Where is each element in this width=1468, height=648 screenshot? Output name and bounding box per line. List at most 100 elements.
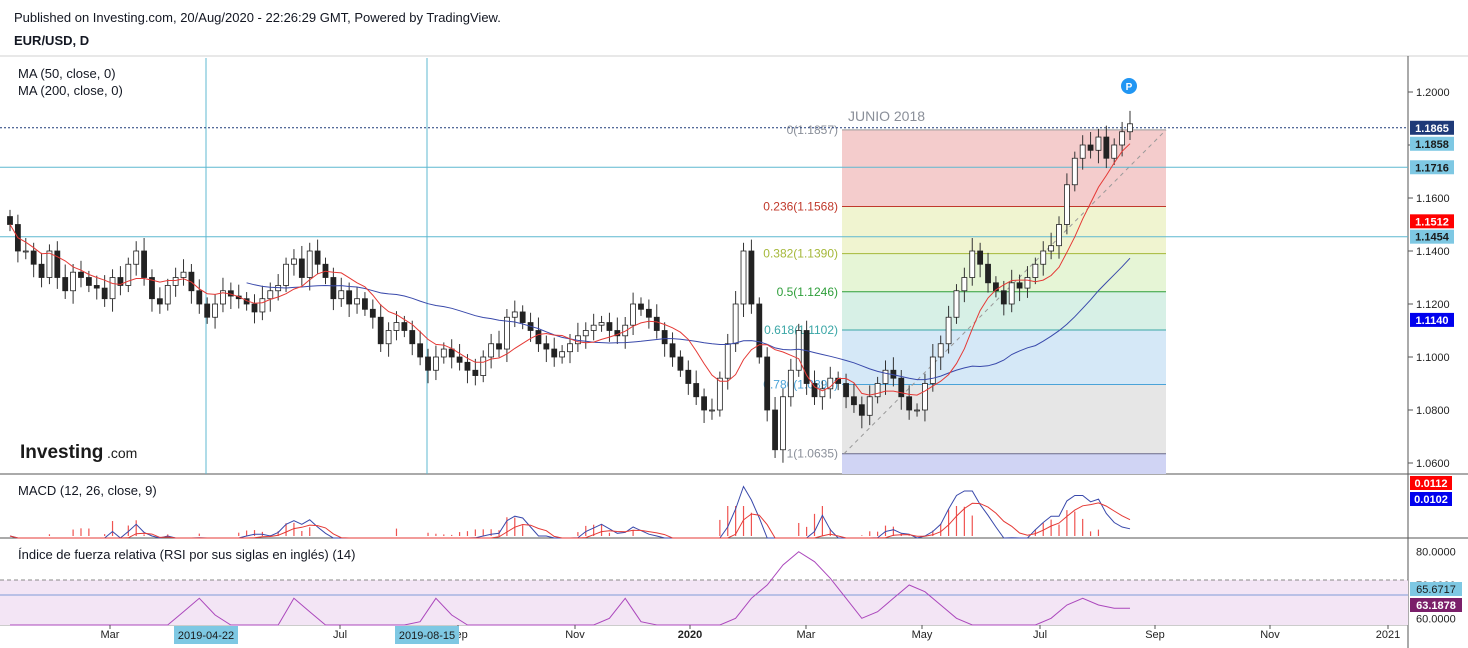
price-tick-label: 1.1600 — [1416, 193, 1450, 205]
candle-body — [906, 396, 913, 411]
fib-band-extension — [842, 453, 1166, 474]
ma50-legend[interactable]: MA (50, close, 0) — [18, 66, 116, 81]
signal-badge: 0.0112 — [1414, 478, 1447, 490]
candle-body — [46, 250, 53, 278]
time-tick-label: May — [912, 629, 933, 641]
candle-body — [62, 277, 69, 292]
candle-body — [914, 409, 920, 412]
candle-body — [858, 404, 865, 416]
candle-body — [93, 285, 100, 289]
candlestick-series — [7, 110, 1133, 463]
rsi-legend[interactable]: Índice de fuerza relativa (RSI por sus s… — [18, 547, 355, 562]
candle-body — [354, 298, 360, 305]
candle-body — [330, 277, 337, 300]
logo-name: Investing — [20, 442, 103, 463]
candle-body — [235, 295, 242, 300]
time-tick-label: Mar — [797, 629, 816, 641]
fibonacci-retracement[interactable]: 0(1.1857) 0.236(1.1568) 0.382(1.1390) 0.5(1… — [763, 123, 1167, 474]
time-tick-label: Nov — [1260, 629, 1280, 641]
candle-body — [314, 250, 321, 265]
time-tick-label: 2020 — [678, 629, 702, 641]
date-badge-1: 2019-04-22 — [178, 630, 234, 642]
candle-body — [590, 324, 597, 331]
candle-body — [1111, 144, 1118, 159]
candle-body — [756, 303, 763, 358]
signal-line — [9, 502, 1131, 539]
candle-body — [362, 298, 368, 310]
candle-body — [559, 351, 566, 358]
candle-body — [156, 298, 163, 305]
candle-body — [851, 396, 857, 406]
fib-level-label: 0.786(1.0896) — [763, 378, 838, 392]
price-badge-label: 1.1140 — [1415, 315, 1448, 327]
candle-body — [496, 343, 502, 350]
candle-body — [598, 322, 605, 326]
macd-legend[interactable]: MACD (12, 26, close, 9) — [18, 483, 157, 498]
horizontal-levels[interactable] — [0, 127, 1408, 238]
candle-body — [377, 316, 384, 345]
candle-body — [606, 322, 613, 331]
candle-body — [196, 290, 203, 305]
candle-body — [519, 311, 526, 323]
price-tick-label: 1.2000 — [1416, 87, 1450, 99]
logo-suffix: .com — [107, 445, 137, 461]
candle-body — [433, 356, 439, 371]
time-tick-label: Nov — [565, 629, 585, 641]
candle-body — [7, 216, 13, 225]
price-tick-label: 1.0600 — [1416, 458, 1450, 470]
candle-body — [149, 277, 155, 300]
fib-level-label: 0.5(1.1246) — [777, 285, 838, 299]
candle-body — [669, 343, 676, 358]
fib-level-label: 0.382(1.1390) — [763, 247, 838, 261]
investing-logo: Investing .com — [20, 442, 137, 463]
price-badge-bg — [1410, 120, 1454, 135]
candle-body — [985, 263, 991, 284]
symbol-title: EUR/USD, D — [14, 33, 90, 48]
fib-level-label: 0(1.1857) — [787, 123, 838, 137]
pivot-marker[interactable] — [1121, 78, 1137, 94]
candle-body — [346, 290, 353, 305]
candle-body — [551, 348, 558, 358]
candle-body — [1056, 224, 1062, 247]
candle-body — [819, 388, 826, 398]
candle-body — [1032, 263, 1039, 278]
candle-body — [740, 250, 747, 305]
candle-body — [291, 258, 297, 265]
candle-body — [1016, 282, 1023, 289]
candle-body — [811, 383, 818, 398]
candle-body — [803, 330, 810, 384]
candle-body — [164, 285, 171, 305]
candle-body — [54, 250, 61, 278]
candle-body — [630, 303, 636, 326]
macd-badge: 0.0102 — [1414, 494, 1448, 506]
candle-body — [661, 330, 668, 345]
candle-body — [993, 282, 999, 292]
candle-body — [425, 356, 431, 371]
candle-body — [78, 271, 84, 278]
pivot-marker-label: P — [1126, 82, 1133, 93]
ma200-legend[interactable]: MA (200, close, 0) — [18, 83, 123, 98]
candle-body — [298, 258, 305, 278]
rsi-tick-label: 80.0000 — [1416, 547, 1456, 559]
candle-body — [488, 343, 495, 358]
candle-body — [511, 311, 518, 318]
rsi-badges: 65.6717 63.1878 — [1410, 582, 1462, 612]
candle-body — [109, 277, 116, 300]
candle-body — [464, 361, 471, 371]
price-tick-label: 1.1400 — [1416, 246, 1450, 258]
candle-body — [70, 271, 76, 292]
candle-body — [393, 322, 400, 331]
candle-body — [440, 348, 447, 358]
candle-body — [724, 343, 731, 379]
price-badge-label: 1.1512 — [1415, 216, 1449, 228]
rsi-value-badge: 63.1878 — [1416, 600, 1456, 612]
candle-body — [1087, 144, 1094, 151]
candle-body — [22, 250, 29, 253]
time-tick-label: Jul — [1033, 629, 1047, 641]
candle-body — [385, 330, 392, 345]
candle-body — [874, 383, 881, 398]
candle-body — [369, 308, 376, 318]
candle-body — [172, 277, 179, 286]
candle-body — [212, 303, 218, 318]
